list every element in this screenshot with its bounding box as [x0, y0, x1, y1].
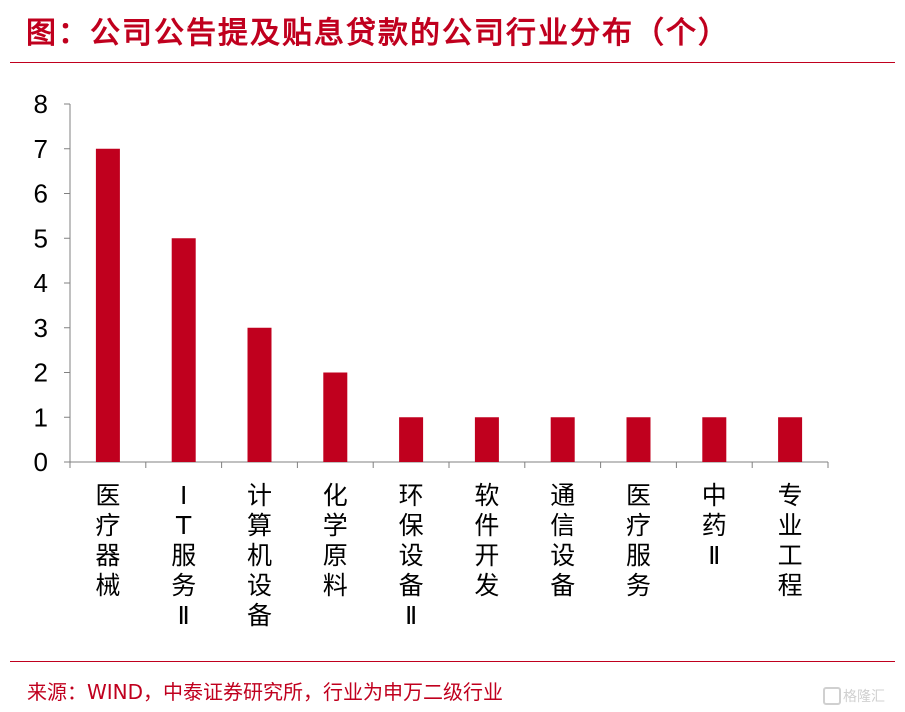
x-category-char: 务 — [171, 571, 196, 600]
x-category-char: Ⅱ — [178, 601, 190, 630]
x-category-char: Ⅱ — [405, 601, 417, 630]
x-category-char: 业 — [778, 511, 803, 540]
x-category-char: 学 — [323, 511, 348, 540]
x-category-char: 设 — [247, 571, 272, 600]
x-category-char: 设 — [399, 541, 424, 570]
y-tick-label: 7 — [34, 134, 48, 164]
x-category-char: 环 — [399, 481, 424, 510]
x-category-char: I — [180, 481, 187, 510]
x-category-char: 疗 — [95, 511, 120, 540]
bar — [626, 417, 651, 462]
x-category-char: 机 — [247, 541, 272, 570]
y-tick-label: 8 — [34, 89, 48, 119]
x-category-char: 医 — [626, 481, 651, 510]
x-category-char: 化 — [323, 481, 348, 510]
x-category-char: 发 — [474, 571, 499, 600]
bar — [323, 372, 348, 462]
x-category-char: 算 — [247, 511, 272, 540]
x-category-char: 械 — [95, 571, 120, 600]
x-category-char: 备 — [550, 571, 575, 600]
y-tick-label: 3 — [34, 313, 48, 343]
bar — [247, 327, 272, 462]
x-category-char: 备 — [399, 571, 424, 600]
x-category-char: 专 — [778, 481, 803, 510]
x-category-char: 开 — [474, 541, 499, 570]
y-tick-label: 1 — [34, 402, 48, 432]
x-category-char: 信 — [550, 511, 575, 540]
bar — [95, 148, 120, 462]
watermark: 格隆汇 — [823, 686, 885, 706]
x-category-char: 医 — [95, 481, 120, 510]
x-category-char: 通 — [550, 481, 575, 510]
x-category-char: 设 — [550, 541, 575, 570]
title-divider — [10, 62, 895, 63]
x-category-char: 药 — [702, 511, 727, 540]
x-category-char: 软 — [474, 481, 499, 510]
y-tick-label: 5 — [34, 223, 48, 253]
y-tick-label: 6 — [34, 179, 48, 209]
bar — [171, 238, 196, 462]
x-category-char: 计 — [247, 481, 272, 510]
x-category-char: 备 — [247, 601, 272, 630]
x-category-char: T — [175, 511, 192, 540]
x-category-char: 器 — [95, 541, 120, 570]
x-category-char: 中 — [702, 481, 727, 510]
bar — [778, 417, 803, 462]
x-category-char: 疗 — [626, 511, 651, 540]
x-category-char: 件 — [474, 511, 499, 540]
x-category-char: 程 — [778, 571, 803, 600]
x-category-char: 原 — [323, 541, 348, 570]
bar — [550, 417, 575, 462]
chart-title: 图：公司公告提及贴息贷款的公司行业分布（个） — [26, 16, 730, 51]
x-category-char: 服 — [626, 541, 651, 570]
bar — [474, 417, 499, 462]
x-category-char: 保 — [399, 511, 424, 540]
x-category-char: 工 — [778, 541, 803, 570]
x-category-char: 服 — [171, 541, 196, 570]
watermark-logo-icon — [823, 687, 841, 705]
watermark-text: 格隆汇 — [843, 689, 885, 705]
bar — [702, 417, 727, 462]
bar — [399, 417, 424, 462]
x-category-char: 务 — [626, 571, 651, 600]
y-tick-label: 0 — [34, 447, 48, 477]
x-category-char: 料 — [323, 571, 348, 600]
y-tick-label: 2 — [34, 358, 48, 388]
x-category-char: Ⅱ — [708, 541, 720, 570]
y-tick-label: 4 — [34, 268, 48, 298]
footer-divider — [10, 661, 895, 662]
source-note: 来源：WIND，中泰证券研究所，行业为申万二级行业 — [27, 680, 504, 704]
